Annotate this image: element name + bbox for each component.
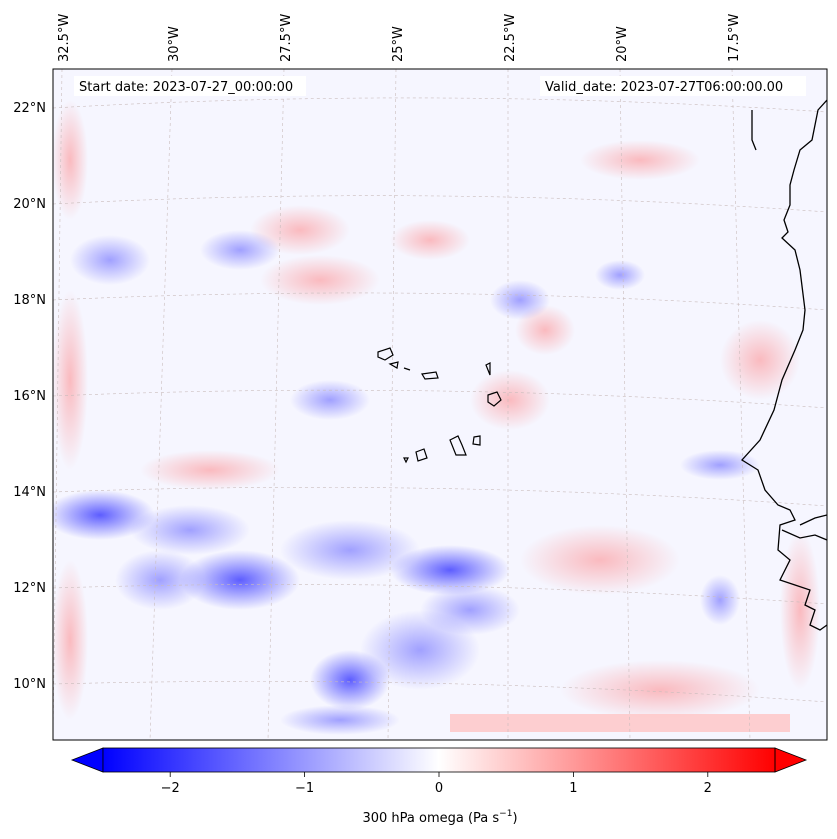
colorbar-gradient bbox=[103, 748, 775, 772]
colorbar-tick-label: −2 bbox=[161, 781, 180, 796]
coastline bbox=[740, 99, 827, 631]
colorbar-label: 300 hPa omega (Pa s−1) bbox=[362, 809, 517, 826]
lat-label: 16°N bbox=[13, 389, 46, 404]
colorbar-tick-label: 1 bbox=[569, 781, 577, 796]
colorbar-tick-label: 2 bbox=[704, 781, 712, 796]
lat-label: 18°N bbox=[13, 293, 46, 308]
colorbar-tick-label: 0 bbox=[435, 781, 443, 796]
lon-label: 17.5°W bbox=[727, 14, 742, 62]
lat-label: 20°N bbox=[13, 197, 46, 212]
lon-label: 25°W bbox=[391, 26, 406, 62]
lat-label: 22°N bbox=[13, 101, 46, 116]
valid-date-box bbox=[540, 76, 806, 96]
lon-label: 32.5°W bbox=[57, 14, 72, 62]
map-frame bbox=[52, 68, 828, 741]
graticule bbox=[53, 69, 827, 740]
lat-label: 12°N bbox=[13, 581, 46, 596]
colorbar-ticks: −2 −1 0 1 2 bbox=[161, 772, 712, 796]
longitude-labels: 32.5°W 30°W 27.5°W 25°W 22.5°W 20°W 17.5… bbox=[57, 14, 742, 62]
colorbar: −2 −1 0 1 2 300 hPa omega (Pa s−1) bbox=[70, 747, 808, 826]
valid-date-label: Valid_date: 2023-07-27T06:00:00.00 bbox=[545, 80, 783, 95]
lon-label: 22.5°W bbox=[503, 14, 518, 62]
map-panel: Start date: 2023-07-27_00:00:00 Valid_da… bbox=[13, 14, 828, 741]
lon-label: 30°W bbox=[167, 26, 182, 62]
colorbar-min-extension bbox=[70, 747, 104, 773]
start-date-label: Start date: 2023-07-27_00:00:00 bbox=[79, 80, 293, 95]
lat-label: 14°N bbox=[13, 485, 46, 500]
cape-verde-islands bbox=[377, 347, 502, 464]
lon-label: 27.5°W bbox=[279, 14, 294, 62]
omega-field bbox=[53, 69, 827, 740]
colorbar-max-extension bbox=[774, 747, 808, 773]
start-date-box bbox=[74, 76, 306, 96]
lon-label: 20°W bbox=[615, 26, 630, 62]
latitude-labels: 22°N 20°N 18°N 16°N 14°N 12°N 10°N bbox=[13, 101, 46, 692]
lat-label: 10°N bbox=[13, 677, 46, 692]
colorbar-tick-label: −1 bbox=[295, 781, 314, 796]
